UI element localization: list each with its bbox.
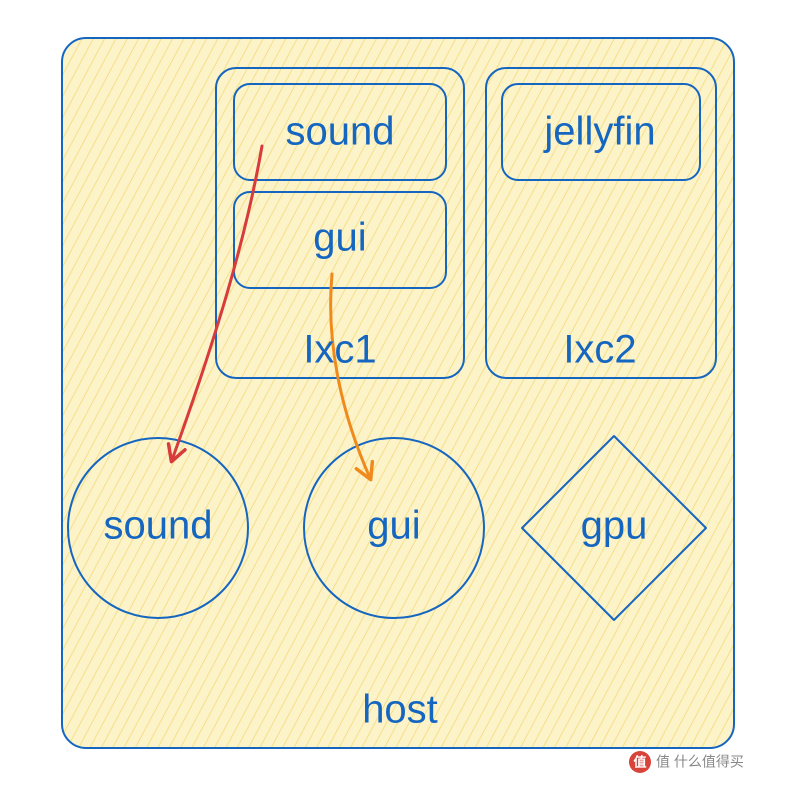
label-sound: sound [104, 504, 213, 548]
label-host: host [362, 688, 438, 732]
label-gui_in: gui [313, 216, 366, 260]
label-gpu: gpu [581, 504, 648, 548]
watermark-text: 值 什么值得买 [656, 754, 744, 770]
watermark-glyph: 值 [633, 754, 646, 769]
label-gui: gui [367, 504, 420, 548]
label-lxc2: Ixc2 [563, 328, 636, 372]
label-sound_in: sound [286, 110, 395, 154]
label-jellyfin: jellyfin [543, 110, 655, 154]
label-lxc1: Ixc1 [303, 328, 376, 372]
